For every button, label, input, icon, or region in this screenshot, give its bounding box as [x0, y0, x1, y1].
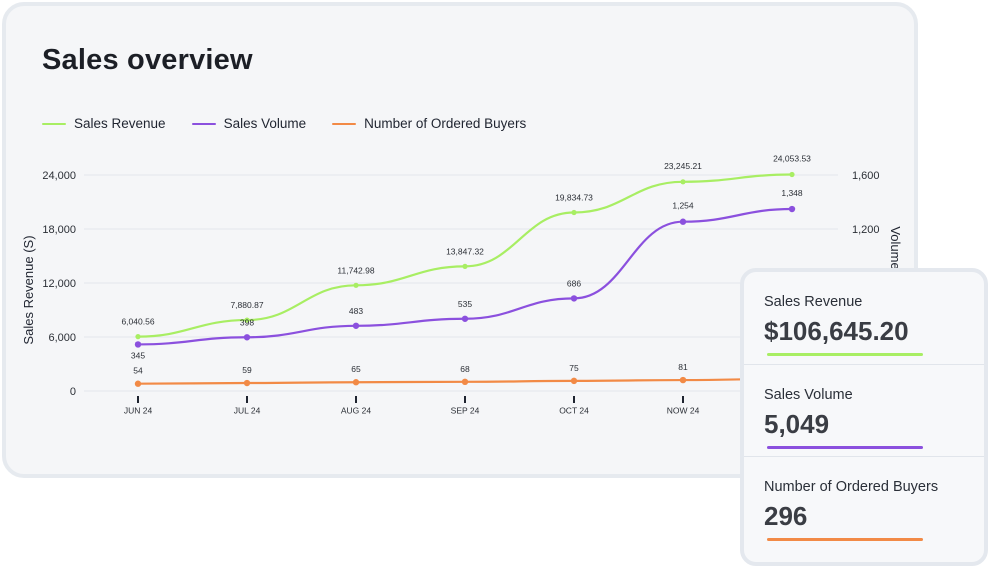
data-point	[570, 377, 578, 385]
data-point	[679, 376, 687, 384]
data-label: 68	[460, 364, 470, 374]
kpi-sales-revenue: Sales Revenue $106,645.20	[744, 272, 984, 364]
data-point	[352, 322, 360, 329]
data-label: 7,880.87	[230, 300, 263, 310]
x-tick-label: OCT 24	[559, 405, 589, 415]
legend-swatch-revenue	[42, 122, 66, 125]
data-point	[462, 263, 468, 269]
data-point	[679, 218, 687, 225]
data-label: 54	[133, 366, 143, 376]
y-tick-label: 24,000	[42, 170, 76, 182]
data-label: 1,254	[672, 201, 694, 211]
legend-swatch-volume	[191, 122, 216, 125]
data-point	[571, 209, 577, 216]
legend-item-volume[interactable]: Sales Volume	[191, 116, 307, 131]
chart-legend: Sales Revenue Sales Volume Number of Ord…	[42, 116, 526, 131]
y2-axis-title: Volume	[888, 226, 903, 269]
y-tick-label: 0	[70, 386, 76, 398]
kpi-label: Sales Revenue	[764, 294, 863, 310]
data-label: 345	[131, 350, 145, 360]
data-label: 19,834.73	[555, 192, 593, 202]
data-point	[461, 378, 469, 386]
data-label: 75	[569, 363, 579, 373]
data-point	[353, 282, 359, 288]
kpi-accent-bar	[767, 446, 923, 449]
y2-tick-label: 1,200	[852, 224, 880, 236]
x-tick-label: JUN 24	[124, 405, 153, 415]
y-axis-title: Sales Revenue (S)	[21, 235, 36, 344]
data-label: 11,742.98	[337, 265, 374, 275]
data-point	[352, 379, 360, 386]
data-point	[570, 295, 578, 302]
kpi-value: $106,645.20	[764, 316, 909, 346]
legend-label-buyers: Number of Ordered Buyers	[364, 116, 527, 131]
data-point	[134, 380, 142, 387]
legend-item-revenue[interactable]: Sales Revenue	[42, 116, 166, 131]
x-tick-label: SEP 24	[451, 405, 480, 415]
kpi-value: 296	[764, 501, 808, 531]
data-label: 1,348	[781, 188, 803, 198]
x-tick-label: JUL 24	[234, 405, 261, 415]
legend-label-volume: Sales Volume	[223, 116, 307, 131]
data-label: 24,053.53	[773, 154, 811, 164]
data-point	[680, 179, 686, 185]
kpi-accent-bar	[767, 353, 923, 356]
kpi-summary-panel: Sales Revenue $106,645.20 Sales Volume 5…	[740, 268, 988, 566]
kpi-label: Number of Ordered Buyers	[764, 479, 939, 495]
data-point	[135, 334, 141, 340]
data-point	[243, 379, 251, 387]
data-point	[134, 341, 142, 348]
data-label: 6,040.56	[121, 317, 154, 327]
x-tick-label: NOW 24	[667, 405, 700, 415]
data-label: 535	[458, 299, 472, 309]
data-point	[461, 315, 469, 322]
kpi-value: 5,049	[764, 409, 830, 439]
kpi-accent-bar	[767, 538, 923, 541]
data-label: 81	[678, 362, 688, 372]
y-tick-label: 18,000	[42, 224, 76, 236]
data-point	[243, 334, 251, 341]
y-tick-label: 12,000	[42, 278, 76, 290]
legend-item-buyers[interactable]: Number of Ordered Buyers	[332, 116, 526, 131]
legend-label-revenue: Sales Revenue	[74, 116, 166, 131]
data-label: 65	[351, 364, 361, 374]
page-title: Sales overview	[42, 44, 253, 76]
data-label: 398	[240, 317, 254, 327]
data-label: 483	[349, 306, 363, 316]
data-point	[244, 317, 250, 323]
y2-tick-label: 1,600	[852, 170, 880, 182]
kpi-sales-volume: Sales Volume 5,049	[744, 364, 984, 457]
data-label: 23,245.21	[664, 161, 702, 171]
legend-swatch-buyers	[332, 122, 357, 125]
data-label: 59	[242, 365, 252, 375]
kpi-ordered-buyers: Number of Ordered Buyers 296	[744, 456, 984, 549]
data-label: 686	[567, 278, 581, 288]
kpi-label: Sales Volume	[764, 387, 853, 403]
data-point	[788, 205, 796, 213]
data-label: 13,847.32	[446, 246, 484, 256]
x-tick-label: AUG 24	[341, 405, 372, 415]
data-point	[789, 171, 795, 178]
y-tick-label: 6,000	[48, 332, 76, 344]
